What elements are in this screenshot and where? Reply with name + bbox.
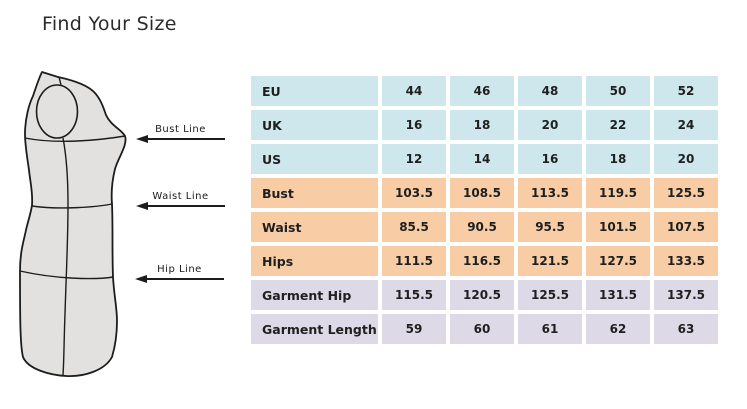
size-table-body: EU 44 46 48 50 52 UK 16 18 20 22 24 US 12 14 16 18 20 Bust… (251, 76, 718, 344)
row-value: 18 (450, 110, 514, 140)
row-value: 125.5 (518, 280, 582, 310)
row-value: 50 (586, 76, 650, 106)
row-value: 131.5 (586, 280, 650, 310)
row-value: 115.5 (382, 280, 446, 310)
row-value: 62 (586, 314, 650, 344)
row-value: 120.5 (450, 280, 514, 310)
row-value: 14 (450, 144, 514, 174)
hip-seam (19, 270, 114, 280)
bust-line-arrow-icon (136, 135, 148, 143)
bust-line-arrow-shaft (145, 138, 225, 140)
table-row: EU 44 46 48 50 52 (251, 76, 718, 106)
bust-line-label: Bust Line (155, 124, 206, 135)
table-row: Bust 103.5 108.5 113.5 119.5 125.5 (251, 178, 718, 208)
row-value: 60 (450, 314, 514, 344)
row-label-garment-length: Garment Length (251, 314, 378, 344)
table-row: US 12 14 16 18 20 (251, 144, 718, 174)
row-value: 63 (654, 314, 718, 344)
row-value: 95.5 (518, 212, 582, 242)
neck-seam (58, 76, 62, 86)
table-row: Garment Hip 115.5 120.5 125.5 131.5 137.5 (251, 280, 718, 310)
dress-form-outline (19, 71, 127, 377)
hip-line-arrow-shaft (144, 278, 224, 280)
row-value: 103.5 (382, 178, 446, 208)
dress-form-svg (19, 71, 127, 377)
row-value: 24 (654, 110, 718, 140)
page-title: Find Your Size (42, 13, 177, 35)
row-label-eu: EU (251, 76, 378, 106)
table-row: Garment Length 59 60 61 62 63 (251, 314, 718, 344)
hip-line-callout: Hip Line (135, 264, 224, 283)
table-row: UK 16 18 20 22 24 (251, 110, 718, 140)
row-label-bust: Bust (251, 178, 378, 208)
row-value: 137.5 (654, 280, 718, 310)
row-value: 46 (450, 76, 514, 106)
row-value: 20 (518, 110, 582, 140)
row-value: 59 (382, 314, 446, 344)
row-value: 101.5 (586, 212, 650, 242)
waist-seam (31, 203, 113, 209)
row-value: 107.5 (654, 212, 718, 242)
row-value: 85.5 (382, 212, 446, 242)
row-value: 119.5 (586, 178, 650, 208)
row-value: 125.5 (654, 178, 718, 208)
waist-line-callout: Waist Line (136, 191, 225, 210)
row-value: 12 (382, 144, 446, 174)
table-row: Waist 85.5 90.5 95.5 101.5 107.5 (251, 212, 718, 242)
row-value: 113.5 (518, 178, 582, 208)
row-value: 90.5 (450, 212, 514, 242)
row-value: 16 (382, 110, 446, 140)
row-value: 18 (586, 144, 650, 174)
row-value: 22 (586, 110, 650, 140)
row-label-waist: Waist (251, 212, 378, 242)
row-value: 16 (518, 144, 582, 174)
armhole-seam (35, 84, 79, 139)
row-value: 111.5 (382, 246, 446, 276)
bust-line-callout: Bust Line (136, 124, 225, 143)
row-label-hips: Hips (251, 246, 378, 276)
waist-line-arrow-shaft (145, 205, 225, 207)
hip-line-label: Hip Line (157, 264, 202, 275)
hip-line-arrow-icon (135, 275, 147, 283)
bust-seam (24, 135, 126, 143)
row-value: 108.5 (450, 178, 514, 208)
row-value: 20 (654, 144, 718, 174)
table-row: Hips 111.5 116.5 121.5 127.5 133.5 (251, 246, 718, 276)
center-seam (62, 137, 69, 376)
size-table: EU 44 46 48 50 52 UK 16 18 20 22 24 US 12 14 16 18 20 Bust… (247, 72, 722, 348)
row-value: 52 (654, 76, 718, 106)
dress-form-figure (15, 64, 135, 384)
row-value: 133.5 (654, 246, 718, 276)
row-value: 116.5 (450, 246, 514, 276)
size-table-grid: EU 44 46 48 50 52 UK 16 18 20 22 24 US 12 14 16 18 20 Bust… (247, 72, 722, 348)
row-value: 61 (518, 314, 582, 344)
row-value: 44 (382, 76, 446, 106)
waist-line-arrow-icon (136, 202, 148, 210)
row-label-uk: UK (251, 110, 378, 140)
row-label-us: US (251, 144, 378, 174)
row-value: 48 (518, 76, 582, 106)
waist-line-label: Waist Line (152, 191, 209, 202)
row-value: 121.5 (518, 246, 582, 276)
row-value: 127.5 (586, 246, 650, 276)
row-label-garment-hip: Garment Hip (251, 280, 378, 310)
